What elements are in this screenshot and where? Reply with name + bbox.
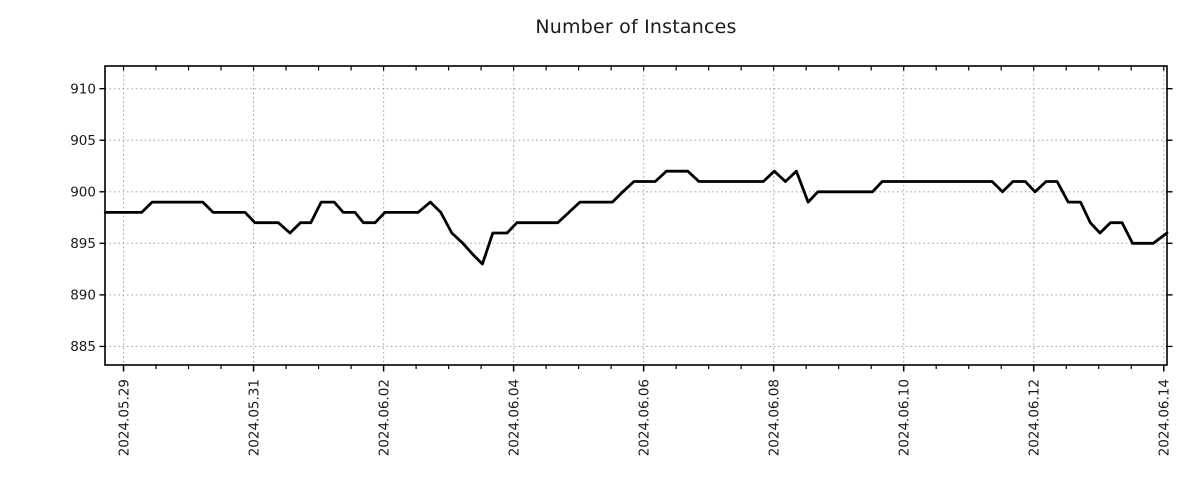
x-tick-labels: 2024.05.29 2024.05.31 2024.06.02 2024.06.04…	[116, 379, 1172, 456]
x-tick-label: 2024.05.29	[116, 379, 132, 456]
plot-border	[104, 65, 1168, 366]
x-tick-label: 2024.06.14	[1157, 379, 1173, 456]
x-tick-label: 2024.06.06	[636, 379, 652, 456]
x-tick-label: 2024.06.04	[506, 379, 522, 456]
x-tick-label: 2024.06.10	[896, 379, 912, 456]
y-tick-label: 900	[70, 185, 96, 201]
y-tick-label: 895	[70, 236, 96, 252]
y-tick-labels: 885 890 895 900 905 910	[70, 81, 96, 355]
x-tick-label: 2024.06.02	[376, 379, 392, 456]
y-tick-label: 890	[70, 288, 96, 304]
x-tick-label: 2024.06.08	[766, 379, 782, 456]
y-tick-label: 885	[70, 339, 96, 355]
axis-ticks	[99, 66, 1173, 372]
y-tick-label: 905	[70, 133, 96, 149]
chart-title: Number of Instances	[535, 16, 737, 38]
x-tick-label: 2024.06.12	[1027, 379, 1043, 456]
y-tick-label: 910	[70, 81, 96, 97]
data-line-instances	[103, 169, 1169, 266]
x-tick-label: 2024.05.31	[246, 379, 262, 456]
gridlines	[105, 66, 1167, 365]
